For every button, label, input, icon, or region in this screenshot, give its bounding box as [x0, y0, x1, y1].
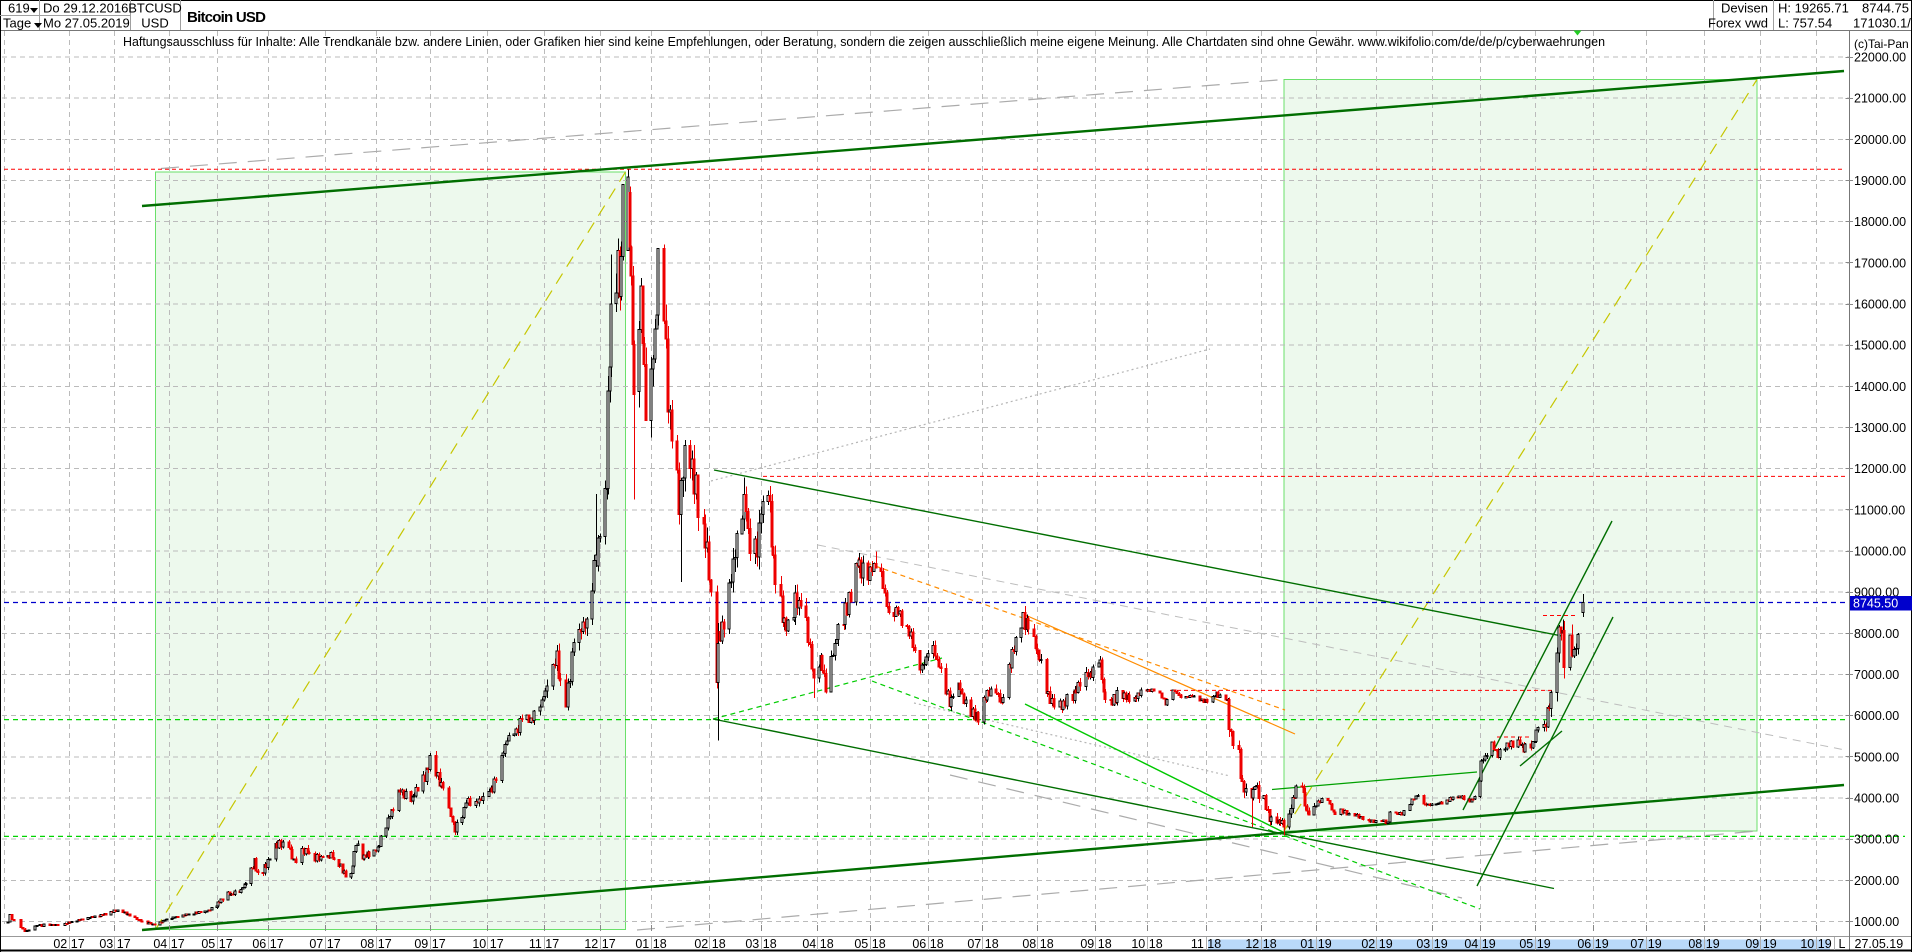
svg-text:02 18: 02 18 — [694, 937, 725, 951]
svg-text:27.05.19: 27.05.19 — [1855, 937, 1904, 951]
svg-text:171030.1/: 171030.1/ — [1853, 16, 1911, 31]
svg-text:5000.00: 5000.00 — [1854, 750, 1899, 764]
svg-text:4000.00: 4000.00 — [1854, 792, 1899, 806]
svg-text:03 17: 03 17 — [99, 937, 130, 951]
svg-text:02 19: 02 19 — [1361, 937, 1392, 951]
svg-text:Haftungsausschluss für Inhalte: Haftungsausschluss für Inhalte: Alle Tre… — [123, 34, 1605, 49]
svg-text:01 19: 01 19 — [1300, 937, 1331, 951]
svg-text:USD: USD — [141, 16, 168, 31]
svg-text:09 19: 09 19 — [1745, 937, 1776, 951]
svg-text:8744.75: 8744.75 — [1862, 1, 1909, 16]
svg-text:18000.00: 18000.00 — [1854, 215, 1906, 229]
svg-text:11 18: 11 18 — [1191, 937, 1221, 951]
svg-text:17000.00: 17000.00 — [1854, 256, 1906, 270]
svg-text:04 18: 04 18 — [802, 937, 833, 951]
svg-text:01 18: 01 18 — [635, 937, 666, 951]
svg-text:Forex vwd: Forex vwd — [1708, 16, 1768, 31]
svg-text:03 19: 03 19 — [1416, 937, 1447, 951]
svg-text:Do 29.12.2016: Do 29.12.2016 — [43, 1, 128, 16]
svg-text:19000.00: 19000.00 — [1854, 174, 1906, 188]
svg-text:L: 757.54: L: 757.54 — [1778, 16, 1832, 31]
svg-text:8000.00: 8000.00 — [1854, 627, 1899, 641]
svg-text:BTCUSD: BTCUSD — [128, 1, 181, 16]
svg-text:8745.50: 8745.50 — [1853, 597, 1898, 611]
svg-text:6000.00: 6000.00 — [1854, 709, 1899, 723]
svg-text:Bitcoin USD: Bitcoin USD — [187, 9, 266, 26]
svg-text:08 17: 08 17 — [360, 937, 391, 951]
svg-text:13000.00: 13000.00 — [1854, 421, 1906, 435]
svg-text:05 19: 05 19 — [1519, 937, 1550, 951]
svg-text:04 17: 04 17 — [153, 937, 184, 951]
svg-text:09 18: 09 18 — [1080, 937, 1111, 951]
svg-text:07 17: 07 17 — [309, 937, 340, 951]
svg-text:12 17: 12 17 — [584, 937, 615, 951]
svg-text:06 17: 06 17 — [252, 937, 283, 951]
svg-text:08 18: 08 18 — [1022, 937, 1053, 951]
svg-text:15000.00: 15000.00 — [1854, 339, 1906, 353]
svg-text:12000.00: 12000.00 — [1854, 462, 1906, 476]
svg-text:14000.00: 14000.00 — [1854, 380, 1906, 394]
svg-text:10 17: 10 17 — [472, 937, 503, 951]
svg-text:10 19: 10 19 — [1800, 937, 1831, 951]
svg-text:09 17: 09 17 — [414, 937, 445, 951]
svg-text:20000.00: 20000.00 — [1854, 133, 1906, 147]
svg-text:05 17: 05 17 — [201, 937, 232, 951]
svg-text:Mo 27.05.2019: Mo 27.05.2019 — [43, 16, 130, 31]
svg-text:11000.00: 11000.00 — [1854, 503, 1905, 517]
svg-text:2000.00: 2000.00 — [1854, 874, 1899, 888]
svg-text:04 19: 04 19 — [1464, 937, 1495, 951]
svg-text:11 17: 11 17 — [529, 937, 559, 951]
svg-text:L: L — [1839, 937, 1846, 951]
svg-text:03 18: 03 18 — [745, 937, 776, 951]
svg-text:07 19: 07 19 — [1630, 937, 1661, 951]
svg-text:02 17: 02 17 — [53, 937, 84, 951]
svg-text:07 18: 07 18 — [967, 937, 998, 951]
svg-text:Tage: Tage — [3, 16, 31, 31]
svg-text:1000.00: 1000.00 — [1854, 915, 1899, 929]
svg-text:06 18: 06 18 — [912, 937, 943, 951]
svg-text:16000.00: 16000.00 — [1854, 298, 1906, 312]
svg-text:10000.00: 10000.00 — [1854, 545, 1906, 559]
svg-text:Devisen: Devisen — [1721, 1, 1768, 16]
svg-text:(c)Tai-Pan: (c)Tai-Pan — [1854, 37, 1909, 51]
svg-text:3000.00: 3000.00 — [1854, 833, 1899, 847]
svg-text:05 18: 05 18 — [854, 937, 885, 951]
svg-text:H: 19265.71: H: 19265.71 — [1778, 1, 1849, 16]
svg-text:21000.00: 21000.00 — [1854, 92, 1906, 106]
svg-text:7000.00: 7000.00 — [1854, 668, 1899, 682]
svg-text:06 19: 06 19 — [1577, 937, 1608, 951]
svg-text:08 19: 08 19 — [1688, 937, 1719, 951]
svg-text:22000.00: 22000.00 — [1854, 51, 1906, 65]
svg-text:12 18: 12 18 — [1245, 937, 1276, 951]
svg-text:10 18: 10 18 — [1131, 937, 1162, 951]
svg-text:619: 619 — [8, 1, 30, 16]
